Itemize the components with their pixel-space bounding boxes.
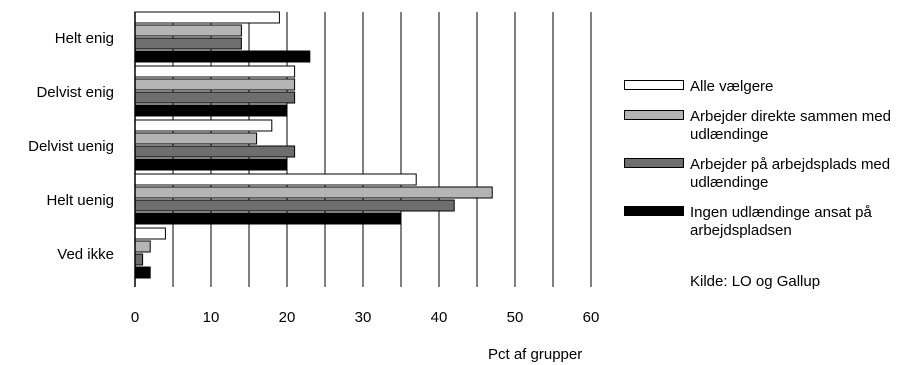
- x-tick-label: 0: [131, 309, 139, 326]
- legend-label: Ingen udlændinge ansat på arbejdspladsen: [690, 204, 872, 239]
- bar: [134, 266, 151, 279]
- bar: [134, 104, 288, 117]
- category-labels: Helt enig Delvist enig Delvist uenig Helt u…: [28, 30, 114, 263]
- legend-item-ingen-udlaendinge: Ingen udlændinge ansat på arbejdspladsen: [624, 204, 899, 240]
- legend-label: Alle vælgere: [690, 78, 774, 95]
- bar: [134, 173, 417, 186]
- category-label: Helt uenig: [46, 192, 114, 209]
- x-axis-label: Pct af grupper: [488, 346, 583, 363]
- bar: [134, 78, 296, 91]
- legend-swatch: [624, 158, 684, 168]
- source-note: Kilde: LO og Gallup: [690, 273, 821, 290]
- bar: [134, 253, 144, 266]
- bar: [134, 37, 242, 50]
- category-label: Helt enig: [55, 30, 114, 47]
- legend-item-arbejder-direkte: Arbejder direkte sammen med udlændinge: [624, 108, 899, 144]
- x-tick-label: 60: [583, 309, 600, 326]
- bar: [134, 24, 242, 37]
- bar: [134, 132, 258, 145]
- x-tick-label: 10: [203, 309, 220, 326]
- category-label: Ved ikke: [57, 246, 114, 263]
- x-tick-label: 30: [355, 309, 372, 326]
- legend-swatch: [624, 80, 684, 90]
- bar: [134, 240, 151, 253]
- bar: [134, 227, 166, 240]
- bar: [134, 65, 296, 78]
- legend: Alle vælgere Arbejder direkte sammen med…: [624, 78, 899, 252]
- legend-item-alle-vaelgere: Alle vælgere: [624, 78, 899, 96]
- bar: [134, 199, 455, 212]
- bar: [134, 11, 280, 24]
- x-tick-label: 50: [507, 309, 524, 326]
- legend-swatch: [624, 110, 684, 120]
- x-tick-label: 20: [279, 309, 296, 326]
- bar: [134, 119, 273, 132]
- bar: [134, 212, 402, 225]
- bar: [134, 91, 296, 104]
- x-tick-labels: 0 10 20 30 40 50 60: [131, 309, 600, 326]
- category-label: Delvist uenig: [28, 138, 114, 155]
- legend-label: Arbejder på arbejdsplads med udlændinge: [690, 156, 891, 191]
- legend-swatch: [624, 206, 684, 216]
- bar: [134, 50, 311, 63]
- bar: [134, 158, 288, 171]
- x-tick-label: 40: [431, 309, 448, 326]
- bar: [134, 186, 493, 199]
- legend-label: Arbejder direkte sammen med udlændinge: [690, 108, 891, 143]
- legend-item-arbejder-arbejdsplads: Arbejder på arbejdsplads med udlændinge: [624, 156, 899, 192]
- category-label: Delvist enig: [36, 84, 114, 101]
- bar: [134, 145, 296, 158]
